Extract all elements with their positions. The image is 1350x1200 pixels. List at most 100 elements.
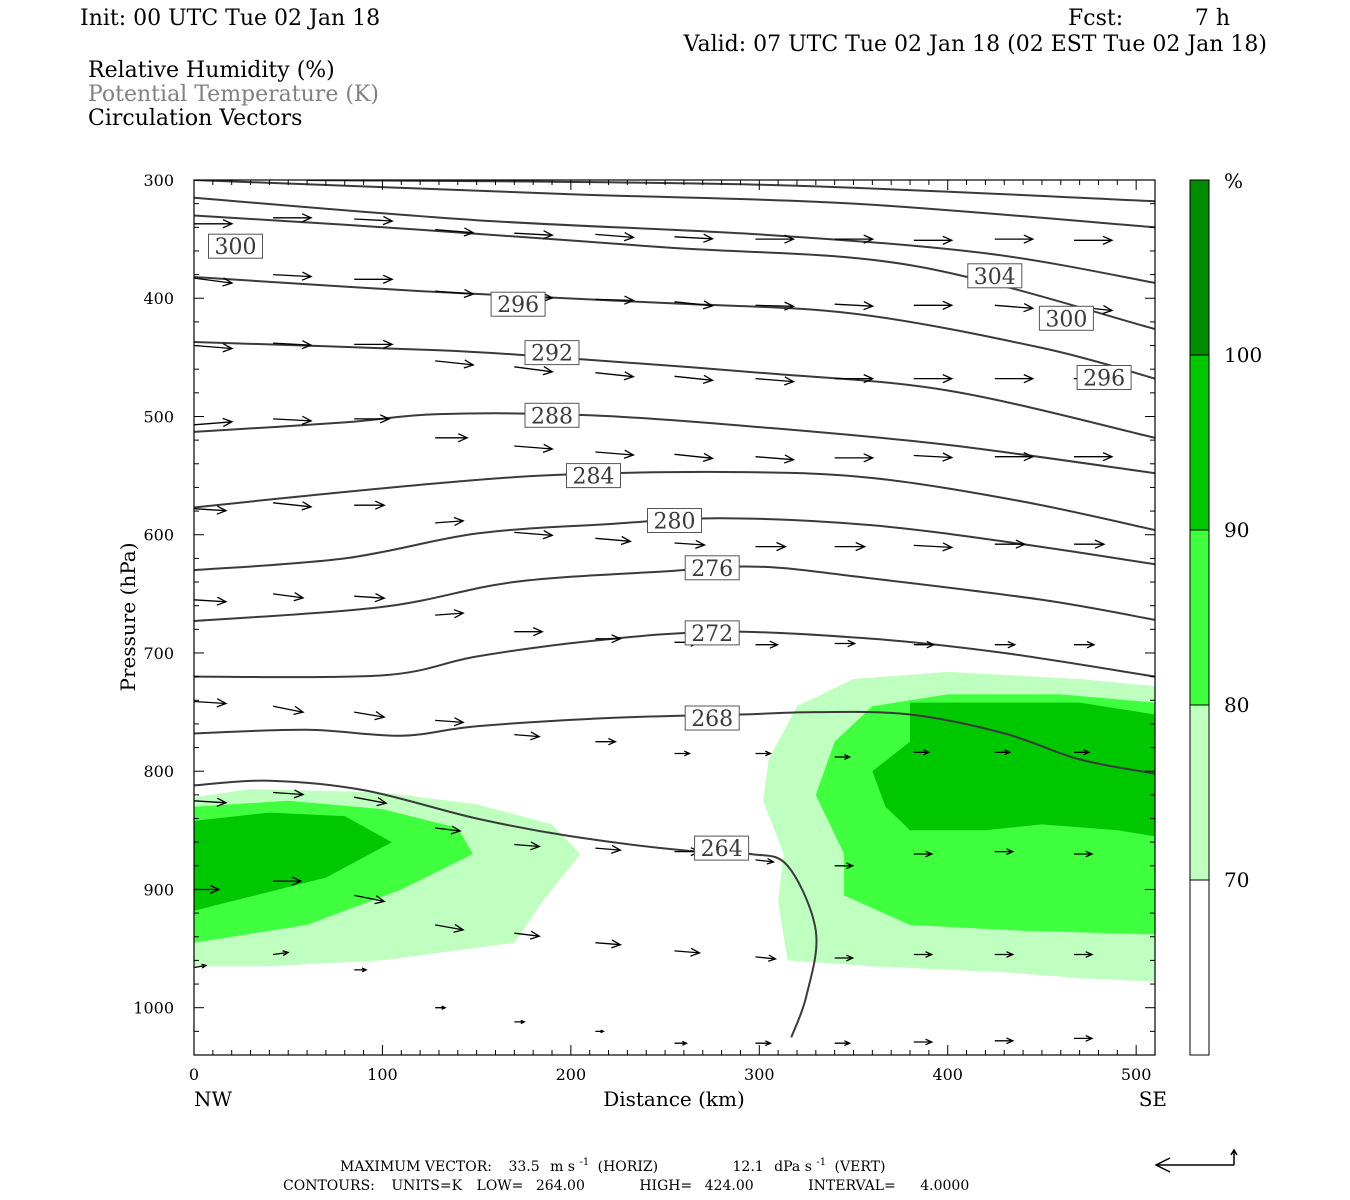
axis-labels: Distance (km) Pressure (hPa) NW SE — [116, 543, 1167, 1111]
circulation-vector-47 — [1074, 452, 1114, 462]
circulation-vector-92 — [834, 862, 855, 870]
circulation-vector-106 — [994, 951, 1015, 958]
colorbar-label-70: 70 — [1224, 868, 1249, 892]
circulation-vector-115 — [755, 1040, 773, 1047]
contour-label-288-box — [524, 402, 580, 428]
circulation-vector-51 — [435, 516, 465, 527]
y-axis-title: Pressure (hPa) — [116, 543, 140, 692]
circulation-vector-117 — [913, 1038, 934, 1046]
circulation-vector-84 — [194, 797, 228, 807]
circulation-vector-103 — [755, 954, 778, 962]
interval-label: INTERVAL= — [808, 1178, 896, 1194]
colorbar-segment-2 — [1190, 530, 1209, 705]
y-tick-label-900: 900 — [143, 880, 174, 899]
circulation-vector-109 — [273, 950, 290, 957]
fcst-value: 7 h — [1195, 6, 1230, 31]
circulation-vector-87 — [435, 825, 462, 835]
circulation-vector-11 — [1074, 235, 1114, 245]
circulation-vector-28 — [514, 366, 554, 376]
circulation-vector-10 — [994, 234, 1035, 244]
circulation-vector-15 — [435, 288, 475, 299]
circulation-vector-62 — [354, 593, 386, 603]
circulation-vector-100 — [514, 930, 541, 940]
circulation-vector-6 — [674, 233, 715, 243]
plot-frame — [193, 179, 1156, 1056]
contour-label-268: 268 — [691, 707, 733, 732]
y-tick-label-800: 800 — [143, 762, 174, 781]
circulation-vector-5 — [595, 232, 635, 242]
x-tick-label-300: 300 — [744, 1065, 775, 1084]
x-tick-label-0: 0 — [189, 1065, 199, 1084]
circulation-vector-76 — [514, 731, 541, 741]
circulation-vector-101 — [595, 939, 622, 949]
circulation-vector-21 — [913, 300, 954, 310]
colorbar-unit: % — [1224, 169, 1243, 193]
x-tick-label-200: 200 — [556, 1065, 587, 1084]
y-tick-label-1000: 1000 — [133, 999, 174, 1018]
y-tick-label-300: 300 — [143, 171, 174, 190]
circulation-vector-38 — [354, 414, 391, 424]
x-tick-label-500: 500 — [1121, 1065, 1152, 1084]
circulation-vector-83 — [1074, 749, 1091, 756]
circulation-vector-74 — [354, 711, 386, 721]
contour-label-304: 304 — [974, 265, 1016, 290]
circulation-vector-26 — [354, 339, 394, 349]
circulation-vector-43 — [755, 454, 796, 464]
circulation-vector-69 — [913, 640, 936, 649]
max-vector-label: MAXIMUM VECTOR: — [340, 1159, 492, 1175]
contour-label-284: 284 — [573, 465, 615, 490]
init-time: Init: 00 UTC Tue 02 Jan 18 — [80, 6, 380, 31]
circulation-vector-119 — [1074, 1035, 1094, 1042]
colorbar-frame — [1189, 179, 1210, 1056]
contour-label-extra-300-0: 300 — [1045, 307, 1087, 332]
circulation-vector-49 — [273, 501, 313, 511]
contour-label-264-box — [694, 835, 750, 861]
circulation-vector-32 — [834, 374, 875, 384]
circulation-vector-54 — [674, 539, 707, 550]
contour-label-292-box — [524, 340, 580, 366]
contour-label-296: 296 — [497, 293, 539, 318]
circulation-vector-22 — [994, 303, 1035, 313]
circulation-vector-104 — [834, 954, 855, 962]
colorbar: % 70 80 90 100 — [1189, 169, 1262, 1056]
circulation-vector-34 — [994, 374, 1035, 384]
horiz-tag: (HORIZ) — [598, 1159, 658, 1175]
circulation-vector-113 — [595, 1029, 605, 1034]
theta-contour-304 — [194, 196, 1155, 284]
circulation-vector-0 — [194, 219, 234, 229]
low-value: 264.00 — [536, 1178, 585, 1194]
valid-time: Valid: 07 UTC Tue 02 Jan 18 (02 EST Tue … — [683, 32, 1267, 57]
contour-label-layer: 264 268 272 276 280 284 288 292 296 300 304 300 296 — [208, 233, 1132, 862]
circulation-vector-65 — [595, 634, 622, 644]
horiz-value: 33.5 — [508, 1159, 539, 1175]
theta-contour-264 — [194, 779, 818, 1038]
footer: MAXIMUM VECTOR: 33.5 m s -1 (HORIZ) 12.1… — [283, 1148, 1238, 1194]
circulation-vector-57 — [913, 542, 954, 552]
contour-label-272-box — [684, 620, 740, 646]
circulation-vector-97 — [273, 876, 303, 886]
circulation-vector-67 — [755, 640, 780, 649]
circulation-vector-82 — [994, 749, 1012, 756]
colorbar-label-100: 100 — [1224, 343, 1262, 367]
units-label: UNITS=K — [391, 1178, 462, 1194]
circulation-vector-86 — [354, 796, 388, 807]
contour-label-288: 288 — [531, 404, 573, 429]
contour-label-280: 280 — [654, 510, 696, 535]
circulation-vector-110 — [354, 967, 368, 973]
circulation-vector-9 — [913, 235, 954, 245]
circulation-vector-88 — [514, 841, 541, 851]
circulation-vector-60 — [194, 596, 228, 606]
circulation-vector-24 — [194, 343, 234, 353]
circulation-vector-18 — [674, 300, 715, 310]
circulation-vector-78 — [674, 750, 692, 757]
contour-label-292: 292 — [531, 342, 573, 367]
circulation-vector-19 — [755, 301, 796, 311]
circulation-vector-68 — [834, 639, 857, 648]
circulation-vector-107 — [1074, 951, 1094, 958]
colorbar-label-80: 80 — [1224, 693, 1249, 717]
circulation-vector-99 — [435, 923, 465, 933]
contour-label-264: 264 — [701, 837, 743, 862]
circulation-vector-93 — [913, 850, 934, 858]
vert-value: 12.1 — [733, 1159, 764, 1175]
rh-region-90-5 — [872, 702, 1155, 837]
